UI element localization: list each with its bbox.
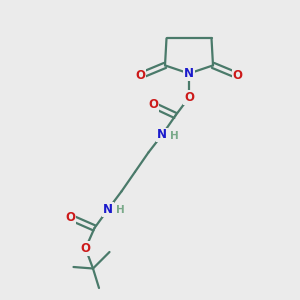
Text: N: N: [184, 67, 194, 80]
Text: H: H: [116, 205, 125, 215]
Text: O: O: [148, 98, 158, 112]
Text: O: O: [65, 211, 76, 224]
Text: O: O: [135, 69, 146, 82]
Text: N: N: [157, 128, 167, 142]
Text: O: O: [184, 91, 194, 104]
Text: N: N: [103, 203, 113, 216]
Text: O: O: [80, 242, 91, 255]
Text: H: H: [170, 130, 179, 141]
Text: O: O: [232, 69, 243, 82]
